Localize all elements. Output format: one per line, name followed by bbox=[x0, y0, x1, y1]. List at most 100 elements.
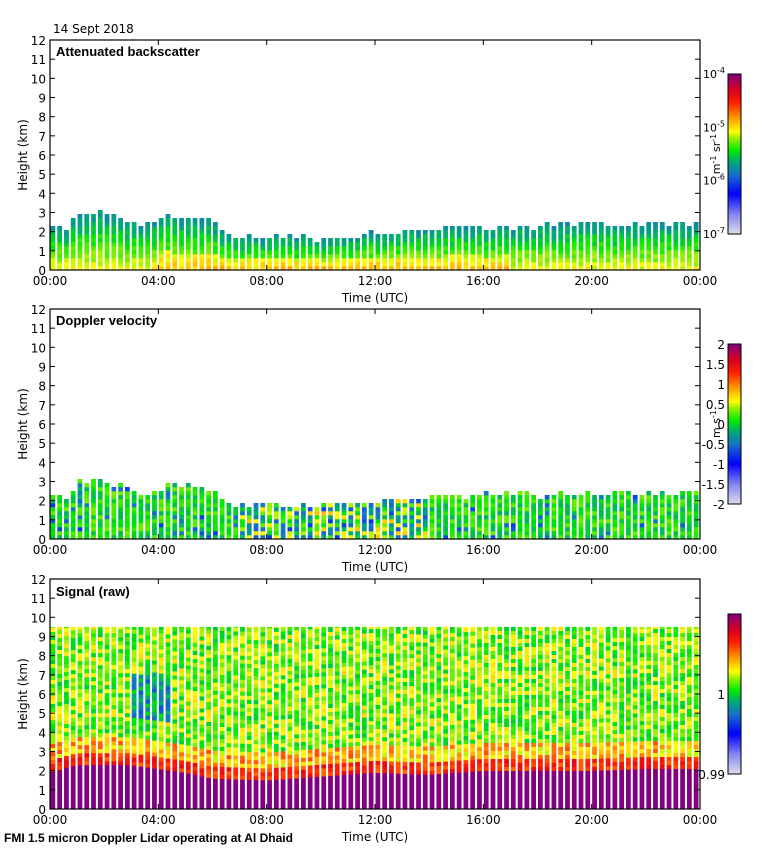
heatmap-cell bbox=[571, 531, 577, 536]
heatmap-cell bbox=[206, 515, 211, 520]
heatmap-cell bbox=[219, 254, 225, 259]
heatmap-cell bbox=[165, 710, 171, 715]
heatmap-cell bbox=[436, 737, 442, 743]
heatmap-cell bbox=[64, 667, 69, 673]
heatmap-cell bbox=[477, 258, 482, 263]
heatmap-cell bbox=[389, 677, 394, 682]
heatmap-cell bbox=[219, 742, 225, 747]
heatmap-cell bbox=[436, 515, 442, 520]
heatmap-cell bbox=[267, 680, 272, 685]
heatmap-cell bbox=[226, 754, 232, 760]
heatmap-cell bbox=[646, 266, 652, 271]
heatmap-cell bbox=[226, 535, 232, 540]
heatmap-saturated bbox=[409, 773, 415, 809]
heatmap-cell bbox=[626, 491, 631, 496]
heatmap-cell bbox=[199, 246, 205, 251]
heatmap-cell bbox=[185, 234, 191, 239]
heatmap-cell bbox=[334, 507, 340, 512]
heatmap-cell bbox=[206, 753, 211, 758]
heatmap-cell bbox=[294, 698, 300, 703]
heatmap-cell bbox=[199, 752, 205, 757]
heatmap-cell bbox=[185, 753, 191, 758]
heatmap-cell bbox=[172, 254, 178, 259]
heatmap-cell bbox=[307, 633, 313, 638]
heatmap-cell bbox=[328, 743, 333, 748]
heatmap-cell bbox=[382, 246, 388, 251]
profile-column bbox=[361, 234, 367, 271]
heatmap-cell bbox=[456, 760, 462, 765]
heatmap-cell bbox=[97, 258, 103, 263]
heatmap-cell bbox=[531, 258, 536, 263]
profile-column bbox=[118, 218, 123, 271]
heatmap-cell bbox=[389, 681, 394, 686]
heatmap-cell bbox=[77, 676, 83, 682]
heatmap-cell bbox=[219, 754, 225, 759]
heatmap-cell bbox=[267, 246, 272, 251]
heatmap-cell bbox=[240, 503, 245, 508]
heatmap-cell bbox=[416, 726, 421, 731]
heatmap-cell bbox=[626, 535, 631, 540]
heatmap-cell bbox=[551, 226, 557, 231]
heatmap-cell bbox=[192, 218, 198, 223]
heatmap-cell bbox=[206, 701, 211, 706]
heatmap-cell bbox=[70, 701, 76, 707]
y-tick-label: 6 bbox=[38, 149, 46, 163]
heatmap-cell bbox=[605, 535, 611, 540]
x-tick-label: 00:00 bbox=[33, 274, 68, 288]
heatmap-cell bbox=[138, 666, 144, 671]
heatmap-cell bbox=[416, 674, 421, 679]
heatmap-cell bbox=[680, 254, 685, 259]
heatmap-cell bbox=[429, 499, 435, 504]
heatmap-cell bbox=[375, 684, 381, 690]
heatmap-cell bbox=[605, 254, 611, 259]
heatmap-cell bbox=[449, 656, 455, 662]
heatmap-cell bbox=[91, 222, 96, 227]
colorbar-ticks: 21.510.50-0.5-1-1.5-2 bbox=[702, 338, 725, 512]
heatmap-cell bbox=[64, 755, 69, 761]
heatmap-cell bbox=[267, 644, 272, 649]
heatmap-cell bbox=[64, 258, 69, 263]
x-tick-label: 12:00 bbox=[358, 274, 393, 288]
heatmap-cell bbox=[240, 755, 245, 760]
heatmap-cell bbox=[118, 632, 123, 638]
heatmap-cell bbox=[84, 696, 90, 702]
heatmap-cell bbox=[409, 689, 415, 695]
heatmap-cell bbox=[152, 764, 157, 769]
heatmap-cell bbox=[578, 527, 584, 532]
heatmap-cell bbox=[152, 238, 157, 243]
heatmap-cell bbox=[422, 754, 428, 759]
heatmap-cell bbox=[578, 234, 584, 239]
heatmap-cell bbox=[490, 742, 496, 747]
heatmap-cell bbox=[477, 658, 482, 664]
heatmap-cell bbox=[131, 685, 137, 690]
heatmap-cell bbox=[395, 701, 401, 706]
heatmap-cell bbox=[456, 684, 462, 689]
profile-column bbox=[490, 626, 496, 809]
heatmap-cell bbox=[172, 483, 178, 488]
heatmap-cell bbox=[361, 234, 367, 239]
heatmap-cell bbox=[199, 664, 205, 669]
heatmap-cell bbox=[477, 714, 482, 720]
heatmap-cell bbox=[409, 757, 415, 763]
heatmap-cell bbox=[165, 654, 171, 659]
heatmap-cell bbox=[233, 626, 239, 628]
profile-column bbox=[592, 222, 597, 271]
heatmap-cell bbox=[449, 644, 455, 650]
heatmap-cell bbox=[355, 757, 360, 763]
heatmap-cell bbox=[382, 672, 388, 678]
heatmap-cell bbox=[104, 676, 110, 682]
heatmap-cell bbox=[321, 720, 327, 725]
heatmap-cell bbox=[368, 720, 374, 726]
heatmap-cell bbox=[226, 507, 232, 512]
heatmap-cell bbox=[91, 519, 96, 524]
heatmap-cell bbox=[368, 688, 374, 694]
heatmap-cell bbox=[355, 685, 360, 691]
heatmap-cell bbox=[199, 495, 205, 500]
heatmap-cell bbox=[368, 672, 374, 678]
heatmap-cell bbox=[172, 519, 178, 524]
heatmap-cell bbox=[145, 751, 151, 756]
heatmap-cell bbox=[382, 700, 388, 706]
heatmap-saturated bbox=[253, 779, 259, 809]
profile-column bbox=[280, 507, 286, 540]
heatmap-cell bbox=[91, 636, 96, 642]
